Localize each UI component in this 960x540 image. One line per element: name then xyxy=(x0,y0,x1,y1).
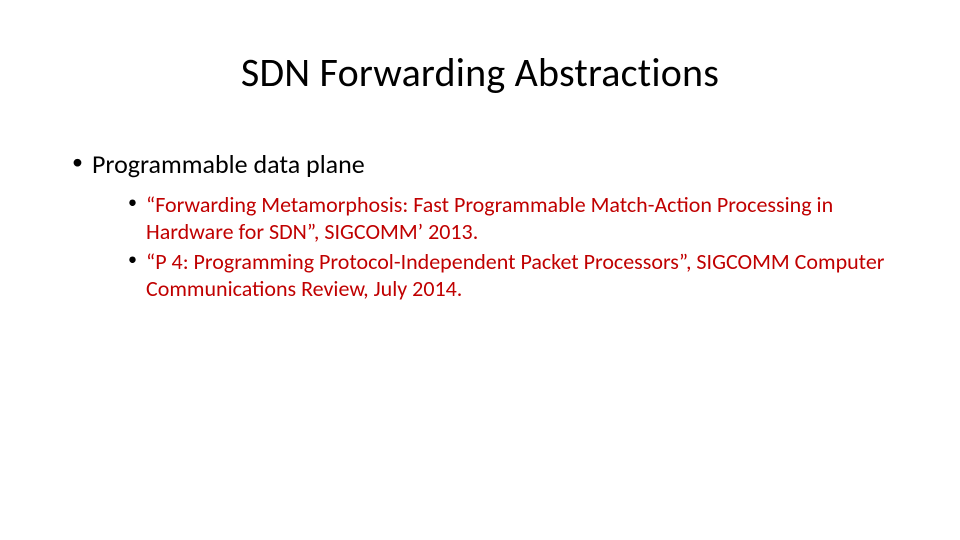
bullet-level2: “Forwarding Metamorphosis: Fast Programm… xyxy=(128,191,900,246)
bullet-level1: Programmable data plane xyxy=(72,148,900,181)
sub-bullets: “Forwarding Metamorphosis: Fast Programm… xyxy=(72,191,900,303)
slide: SDN Forwarding Abstractions Programmable… xyxy=(0,0,960,540)
slide-content: Programmable data plane “Forwarding Meta… xyxy=(72,148,900,305)
slide-title: SDN Forwarding Abstractions xyxy=(0,48,960,97)
bullet-level2: “P 4: Programming Protocol-Independent P… xyxy=(128,248,900,303)
